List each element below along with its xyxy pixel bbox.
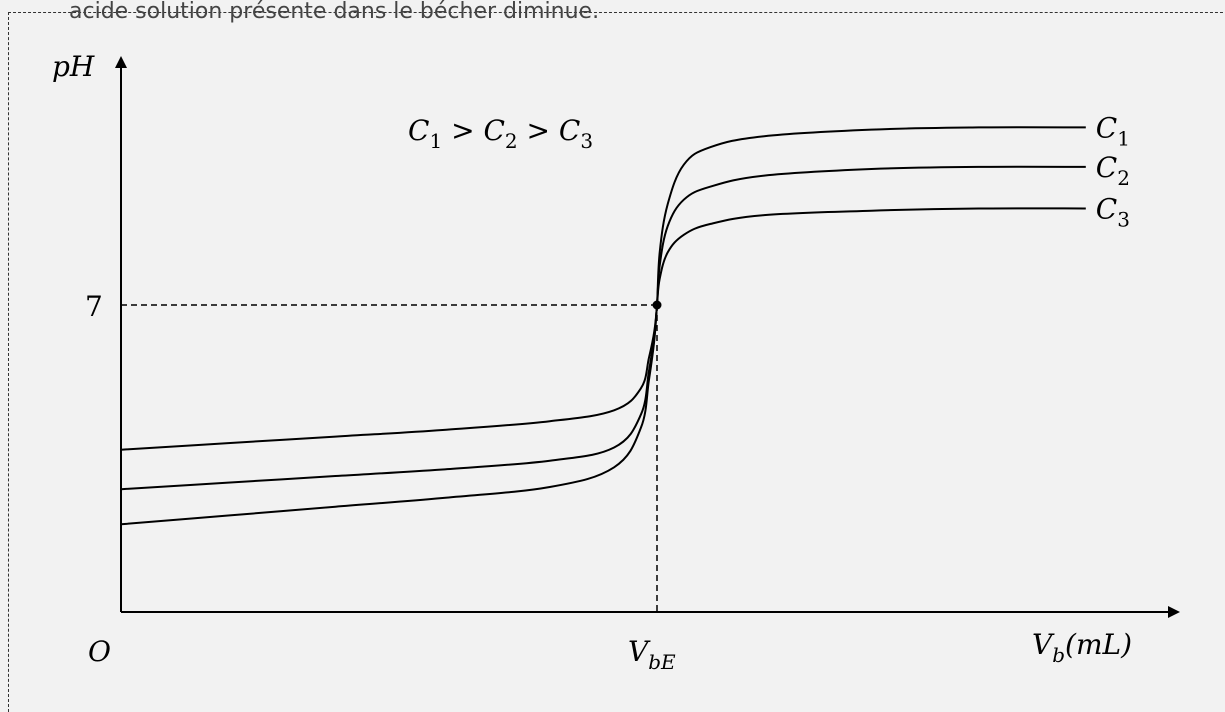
y-tick-label: 7 xyxy=(85,290,103,323)
inequality-term: C xyxy=(483,114,504,147)
dashed-frame: acide solution présente dans le bécher d… xyxy=(8,0,1225,712)
inequality-term: C xyxy=(559,114,580,147)
inequality-operator: > xyxy=(518,114,559,147)
equivalence-point xyxy=(652,300,662,310)
inequality-term: C xyxy=(408,114,429,147)
origin-label: O xyxy=(88,635,111,668)
inequality-operator: > xyxy=(442,114,483,147)
concentration-inequality: C1 > C2 > C3 xyxy=(408,114,593,153)
top-text: acide solution présente dans le bécher d… xyxy=(69,0,600,24)
inequality-subscript: 2 xyxy=(505,129,518,153)
inequality-subscript: 1 xyxy=(429,129,442,153)
series-line-c3 xyxy=(120,207,1086,526)
x-axis-label: Vb(mL) xyxy=(1032,628,1132,667)
series-label-c1: C1 xyxy=(1096,111,1130,150)
x-tick-main: V xyxy=(628,635,651,668)
inequality-subscript: 3 xyxy=(580,129,593,153)
x-axis-label-main: V xyxy=(1032,628,1055,661)
x-axis-label-sub: b xyxy=(1052,643,1065,667)
series-label-c3: C3 xyxy=(1096,193,1130,232)
series-line-c1 xyxy=(120,126,1086,451)
x-tick-label: VbE xyxy=(628,635,676,674)
y-axis-label: pH xyxy=(52,50,95,83)
series-label-c2: C2 xyxy=(1096,151,1130,190)
x-axis-label-unit: (mL) xyxy=(1065,628,1132,661)
x-tick-sub: bE xyxy=(648,650,676,674)
curves xyxy=(120,126,1086,526)
